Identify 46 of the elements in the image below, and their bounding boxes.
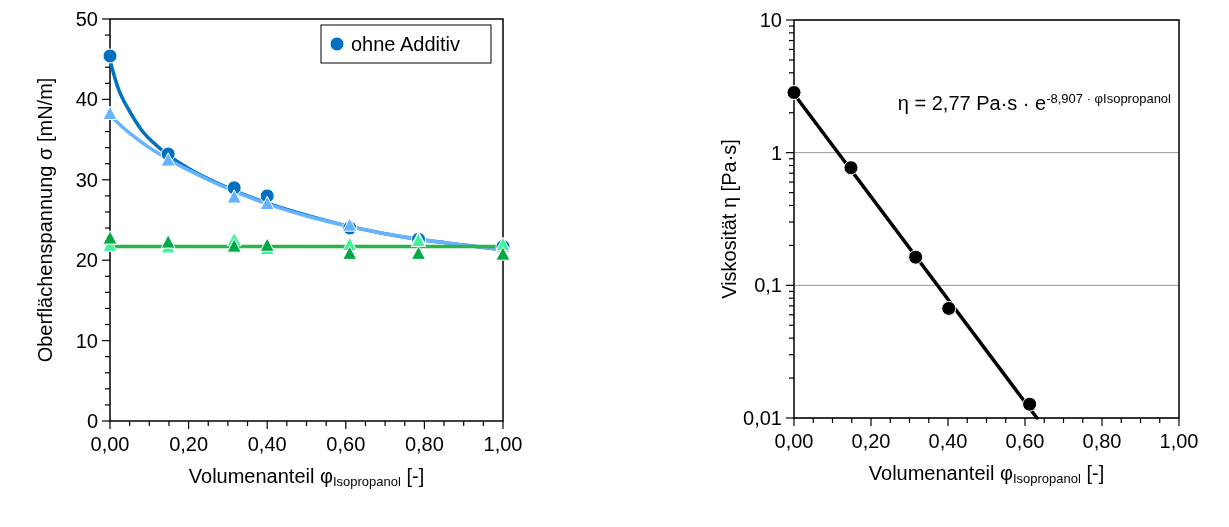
point bbox=[1022, 396, 1038, 412]
point bbox=[259, 237, 275, 252]
x-tick-label: 0,40 bbox=[247, 433, 287, 455]
point bbox=[495, 246, 511, 261]
x-tick-label: 0,40 bbox=[928, 430, 968, 452]
x-tick-label: 1,00 bbox=[483, 433, 523, 455]
x-tick-label: 0,20 bbox=[169, 433, 209, 455]
point bbox=[102, 105, 118, 120]
point bbox=[102, 48, 118, 64]
y-axis-title: Oberflächenspannung σ [mN/m] bbox=[34, 77, 56, 363]
point bbox=[342, 217, 358, 232]
point bbox=[160, 234, 176, 249]
y-tick-label: 0,01 bbox=[743, 407, 782, 429]
x-tick-label: 0,60 bbox=[326, 433, 366, 455]
point bbox=[226, 238, 242, 253]
x-tick-label: 0,80 bbox=[404, 433, 444, 455]
annotation: η = 2,77 Pa·s · e$^{-8,907 · φIsopropanol}$ bbox=[897, 90, 1172, 114]
point bbox=[102, 230, 118, 245]
legend-label: ohne Additiv bbox=[351, 33, 460, 55]
x-axis-title: Volumenanteil φ$_{Isopropanol}$ [-] bbox=[188, 465, 425, 490]
y-tick-label: 0 bbox=[86, 410, 98, 432]
x-tick-label: 0,20 bbox=[851, 430, 891, 452]
x-tick-label: 0,80 bbox=[1082, 430, 1122, 452]
point bbox=[226, 189, 242, 204]
x-tick-label: 0,00 bbox=[774, 430, 814, 452]
x-axis-title: Volumenanteil φ$_{Isopropanol}$ [-] bbox=[868, 462, 1105, 487]
point bbox=[259, 195, 275, 211]
y-tick-label: 1 bbox=[770, 141, 782, 164]
y-tick-label: 50 bbox=[75, 8, 98, 30]
point bbox=[908, 249, 924, 265]
point bbox=[160, 152, 176, 167]
y-tick-label: 10 bbox=[75, 329, 98, 352]
point bbox=[342, 245, 358, 260]
y-tick-label: 10 bbox=[759, 9, 782, 31]
y-tick-label: 30 bbox=[75, 168, 98, 191]
point bbox=[786, 85, 802, 101]
x-tick-label: 0,00 bbox=[90, 433, 130, 455]
y-tick-label: 0,1 bbox=[754, 274, 782, 297]
x-tick-label: 1,00 bbox=[1159, 430, 1199, 452]
point bbox=[843, 160, 859, 176]
y-tick-label: 40 bbox=[75, 88, 98, 111]
y-tick-label: 20 bbox=[75, 249, 98, 272]
point bbox=[411, 245, 427, 260]
x-tick-label: 0,60 bbox=[1005, 430, 1045, 452]
y-axis-title: Viskosität η [Pa·s] bbox=[718, 139, 740, 299]
point bbox=[941, 300, 957, 316]
